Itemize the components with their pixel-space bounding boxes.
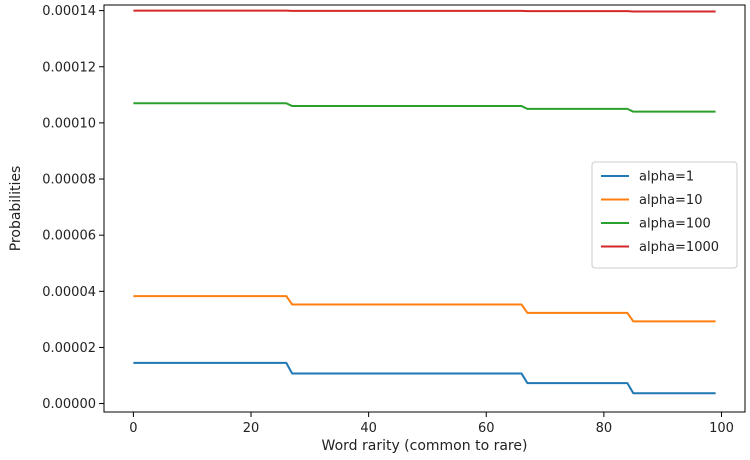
x-axis-label: Word rarity (common to rare) <box>322 438 528 454</box>
y-axis-ticks: 0.00000 0.00002 0.00004 0.00006 0.00008 0.000… <box>42 4 104 412</box>
y-tick-label: 0.00004 <box>42 285 96 300</box>
y-tick-label: 0.00000 <box>42 397 96 412</box>
series-line-3 <box>133 102 716 113</box>
series-line-2 <box>133 295 716 323</box>
series-line-1 <box>133 361 716 395</box>
legend-label: alpha=1 <box>639 170 694 185</box>
x-tick-label: 20 <box>243 421 260 436</box>
y-tick-label: 0.00010 <box>42 116 96 131</box>
plot-frame <box>103 4 746 413</box>
series-line-4 <box>133 9 716 13</box>
x-tick-label: 80 <box>596 421 613 436</box>
legend: alpha=1 alpha=10 alpha=100 alpha=1000 <box>591 161 738 269</box>
y-tick-label: 0.00014 <box>42 4 96 19</box>
x-tick-label: 0 <box>129 421 137 436</box>
series-layer <box>133 9 716 395</box>
y-tick-label: 0.00006 <box>42 229 96 244</box>
x-tick-label: 100 <box>709 421 734 436</box>
x-tick-label: 60 <box>478 421 495 436</box>
y-tick-label: 0.00002 <box>42 341 96 356</box>
x-tick-label: 40 <box>360 421 377 436</box>
y-tick-label: 0.00012 <box>42 60 96 75</box>
legend-label: alpha=100 <box>639 217 711 232</box>
legend-label: alpha=1000 <box>639 240 719 255</box>
y-tick-label: 0.00008 <box>42 173 96 188</box>
legend-box <box>591 161 738 269</box>
y-axis-label: Probabilities <box>8 166 24 252</box>
legend-label: alpha=10 <box>639 193 702 208</box>
x-axis-ticks: 0 20 40 60 80 100 <box>129 412 734 436</box>
